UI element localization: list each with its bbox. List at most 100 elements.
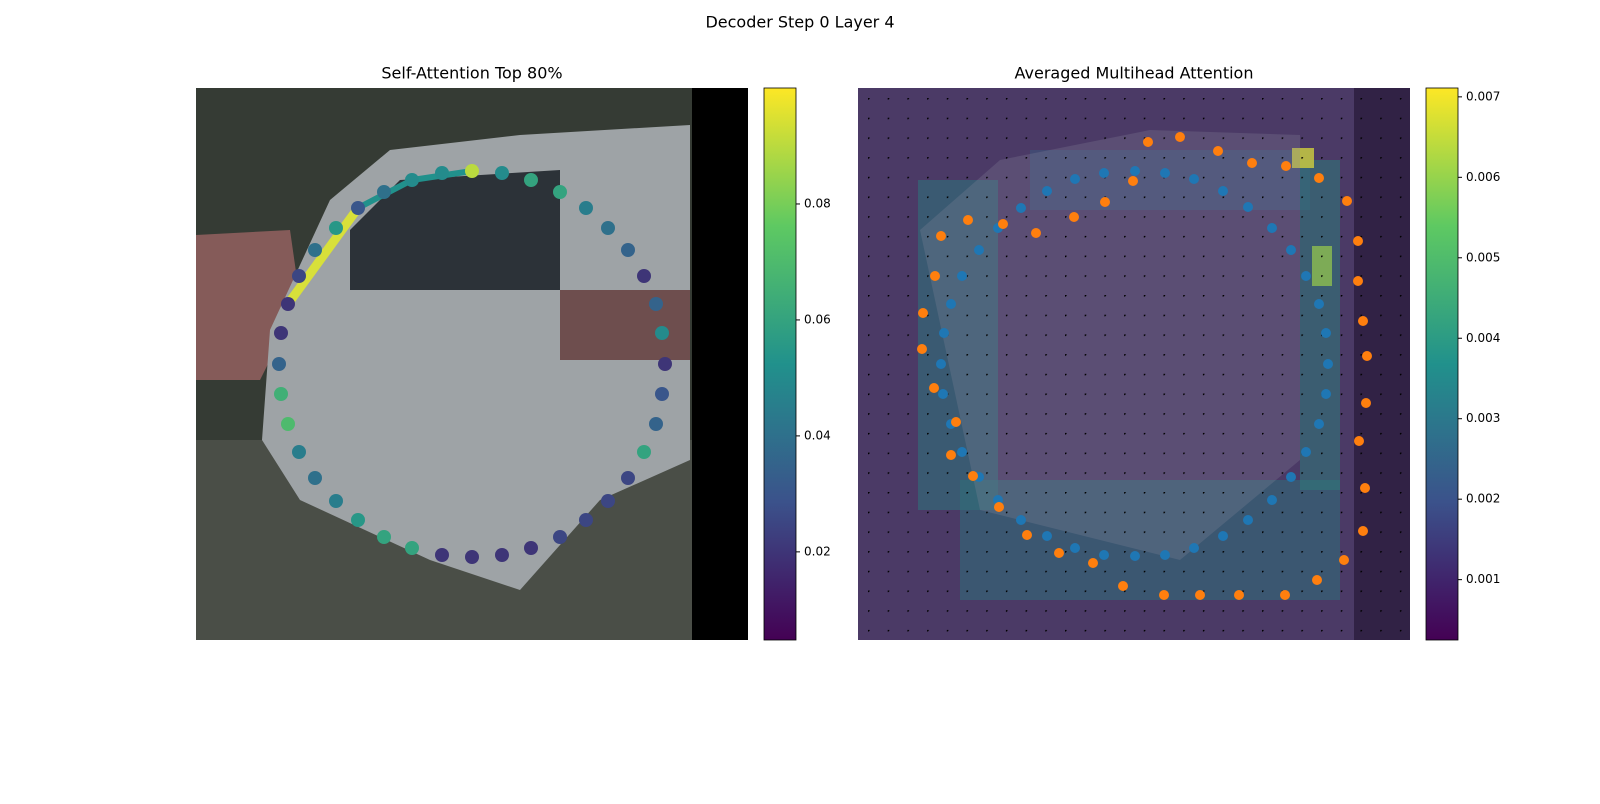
point [1070, 174, 1080, 184]
point [435, 548, 449, 562]
point [1128, 176, 1138, 186]
point [274, 326, 288, 340]
point [1054, 548, 1064, 558]
heatmap [858, 88, 1410, 640]
point [929, 383, 939, 393]
point [1195, 590, 1205, 600]
point [1339, 555, 1349, 565]
colorbar [763, 87, 797, 641]
point [495, 166, 509, 180]
point [308, 243, 322, 257]
point [1354, 436, 1364, 446]
point [968, 471, 978, 481]
point [272, 357, 286, 371]
point [994, 502, 1004, 512]
point [1314, 173, 1324, 183]
point [329, 494, 343, 508]
point [1358, 526, 1368, 536]
point [918, 308, 928, 318]
point [1301, 447, 1311, 457]
point [1280, 590, 1290, 600]
point [1160, 550, 1170, 560]
point [930, 271, 940, 281]
point [1314, 299, 1324, 309]
point [1099, 550, 1109, 560]
point [1189, 174, 1199, 184]
point [936, 231, 946, 241]
point [1143, 137, 1153, 147]
point [553, 530, 567, 544]
point [1016, 515, 1026, 525]
point [292, 445, 306, 459]
point [1353, 276, 1363, 286]
point [1042, 531, 1052, 541]
panel-title: Self-Attention Top 80% [381, 64, 562, 83]
point [435, 166, 449, 180]
point [1353, 236, 1363, 246]
point [649, 297, 663, 311]
point [1042, 186, 1052, 196]
point [1358, 316, 1368, 326]
point [917, 344, 927, 354]
point [1267, 223, 1277, 233]
point [1130, 166, 1140, 176]
point [377, 530, 391, 544]
point [1323, 359, 1333, 369]
point [405, 173, 419, 187]
point [1281, 161, 1291, 171]
point [1243, 515, 1253, 525]
point [621, 243, 635, 257]
point [1175, 132, 1185, 142]
point [524, 173, 538, 187]
point [658, 357, 672, 371]
colorbar-tick-label: 0.001 [1466, 572, 1500, 586]
point [495, 548, 509, 562]
point [1130, 551, 1140, 561]
point [1218, 186, 1228, 196]
point [351, 513, 365, 527]
point [579, 201, 593, 215]
colorbar-tick-label: 0.007 [1466, 89, 1500, 103]
panel-title: Averaged Multihead Attention [1015, 64, 1254, 83]
point [1016, 203, 1026, 213]
point [1361, 398, 1371, 408]
point [377, 185, 391, 199]
point [1243, 202, 1253, 212]
point [974, 245, 984, 255]
point [292, 269, 306, 283]
point [939, 328, 949, 338]
colorbar [1425, 87, 1459, 641]
point [1286, 245, 1296, 255]
point [601, 221, 615, 235]
colorbar-tick-label: 0.003 [1466, 411, 1500, 425]
point [465, 550, 479, 564]
point [601, 494, 615, 508]
point [957, 271, 967, 281]
point [963, 215, 973, 225]
point [329, 221, 343, 235]
point [1360, 483, 1370, 493]
point [1070, 543, 1080, 553]
point [1069, 212, 1079, 222]
point [1189, 543, 1199, 553]
point [1234, 590, 1244, 600]
point [938, 389, 948, 399]
point [936, 359, 946, 369]
point [1267, 495, 1277, 505]
point [1286, 472, 1296, 482]
point [998, 219, 1008, 229]
point [1159, 590, 1169, 600]
point [1218, 531, 1228, 541]
point [1031, 228, 1041, 238]
colorbar-tick-label: 0.006 [1466, 170, 1500, 184]
point [465, 164, 479, 178]
point [637, 269, 651, 283]
colorbar-tick-label: 0.06 [804, 312, 831, 326]
point [281, 297, 295, 311]
point [553, 185, 567, 199]
point [1213, 146, 1223, 156]
point [579, 513, 593, 527]
point [1118, 581, 1128, 591]
point [1099, 168, 1109, 178]
